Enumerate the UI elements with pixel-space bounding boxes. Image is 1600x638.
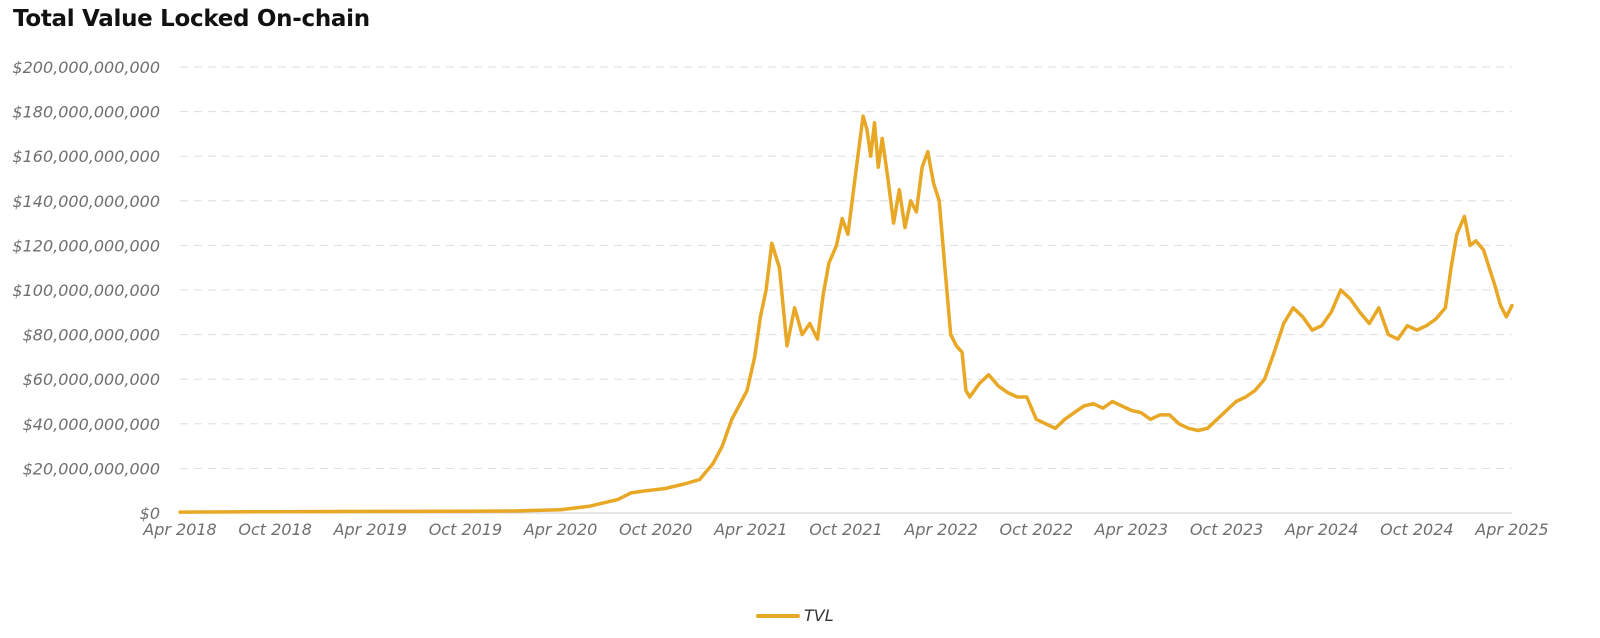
legend-label-tvl: TVL [804, 606, 834, 625]
y-tick-label: $180,000,000,000 [12, 103, 160, 122]
y-tick-label: $20,000,000,000 [23, 459, 160, 478]
x-tick-label: Oct 2020 [619, 520, 692, 539]
y-tick-label: $40,000,000,000 [23, 415, 160, 434]
y-axis-tick-labels: $0 $20,000,000,000 $40,000,000,000 $60,000,… [12, 58, 160, 523]
x-tick-label: Apr 2023 [1094, 520, 1168, 539]
y-tick-label: $100,000,000,000 [12, 281, 160, 300]
x-tick-label: Oct 2023 [1190, 520, 1263, 539]
x-tick-label: Apr 2019 [333, 520, 407, 539]
y-tick-label: $80,000,000,000 [23, 326, 160, 345]
x-tick-label: Oct 2019 [429, 520, 502, 539]
y-tick-label: $140,000,000,000 [12, 192, 160, 211]
y-tick-label: $0 [140, 504, 160, 523]
y-tick-label: $60,000,000,000 [23, 370, 160, 389]
x-tick-label: Apr 2018 [142, 520, 216, 539]
y-tick-label: $160,000,000,000 [12, 147, 160, 166]
series-line-tvl[interactable] [178, 114, 1514, 514]
chart-title: Total Value Locked On-chain [13, 6, 370, 32]
x-tick-label: Apr 2022 [903, 520, 977, 539]
legend-swatch-tvl [756, 613, 800, 618]
y-tick-label: $200,000,000,000 [12, 58, 160, 77]
x-tick-label: Apr 2020 [523, 520, 597, 539]
gridlines [180, 66, 1512, 469]
x-axis-tick-labels: Apr 2018 Oct 2018 Apr 2019 Oct 2019 Apr 2020… [142, 520, 1548, 539]
x-tick-label: Oct 2021 [809, 520, 882, 539]
legend[interactable]: TVL [756, 606, 834, 625]
x-tick-label: Oct 2022 [1000, 520, 1073, 539]
x-tick-label: Apr 2024 [1284, 520, 1358, 539]
x-tick-label: Apr 2025 [1474, 520, 1548, 539]
x-tick-label: Oct 2018 [238, 520, 311, 539]
y-tick-label: $120,000,000,000 [12, 236, 160, 255]
series-layer [178, 114, 1514, 514]
x-tick-label: Oct 2024 [1380, 520, 1453, 539]
x-tick-label: Apr 2021 [713, 520, 787, 539]
